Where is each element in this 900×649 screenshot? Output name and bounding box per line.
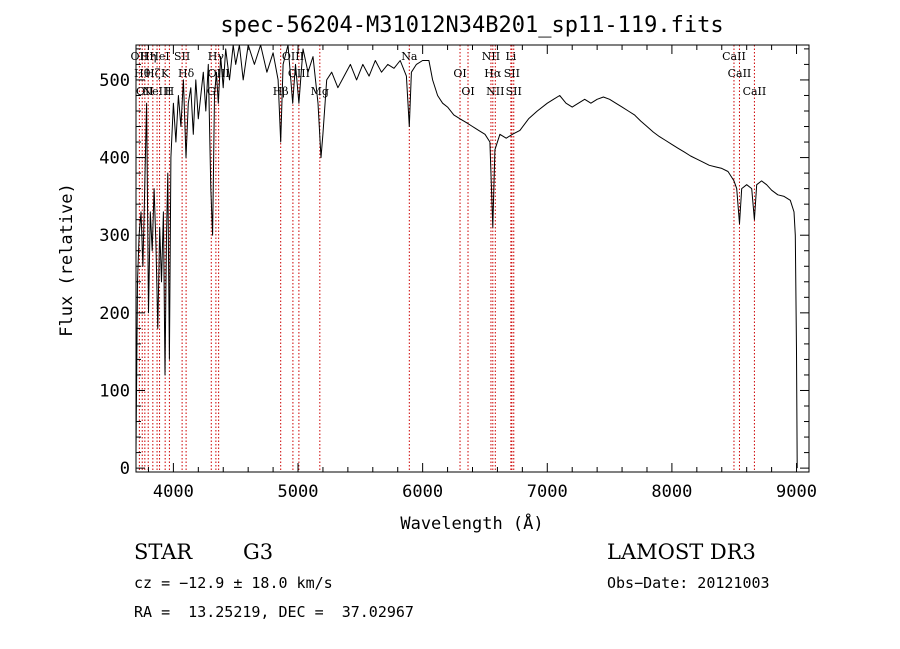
line-marker-label: OIII — [288, 67, 310, 80]
line-marker-label: SII — [506, 85, 522, 98]
plot-frame — [135, 44, 810, 473]
coordinates: RA = 13.25219, DEC = 37.02967 — [134, 603, 414, 621]
line-marker-label: H — [165, 85, 175, 98]
y-tick-label: 500 — [99, 71, 130, 91]
y-axis-label: Flux (relative) — [57, 183, 77, 337]
line-marker-label: Hγ — [208, 50, 225, 63]
line-marker-label: NeIII — [142, 85, 171, 98]
spectrum-series — [136, 45, 798, 469]
line-marker-label: OII — [131, 50, 149, 63]
x-tick-label: 4000 — [153, 482, 194, 502]
line-marker-label: NII — [482, 50, 500, 63]
line-marker-label: CaII — [743, 85, 767, 98]
spectrum-line — [136, 45, 798, 469]
line-marker-label: SII — [174, 50, 190, 63]
line-marker-label: OII — [136, 85, 154, 98]
x-axis-label: Wavelength (Å) — [400, 512, 543, 534]
line-marker-label: Na — [401, 50, 418, 63]
object-subclass: G3 — [243, 540, 274, 564]
line-marker-label: SII — [504, 67, 520, 80]
line-markers — [138, 45, 755, 472]
axes: 4000 5000 6000 7000 8000 9000 0 100 200 300 400 500 — [99, 44, 817, 502]
line-marker-label: CaII — [728, 67, 752, 80]
y-tick-label: 0 — [120, 459, 130, 479]
y-tick-label: 400 — [99, 149, 130, 169]
line-marker-label: Hθ — [134, 67, 151, 80]
x-tick-label: 6000 — [402, 482, 443, 502]
x-tick-label: 7000 — [527, 482, 568, 502]
y-tick-label: 200 — [99, 304, 130, 324]
chart-title: spec-56204-M31012N34B201_sp11-119.fits — [220, 13, 723, 38]
line-marker-label: Li — [505, 50, 516, 63]
line-marker-label: G — [207, 85, 216, 98]
line-marker-label: CaII — [722, 50, 746, 63]
line-marker-label: HeI — [149, 50, 169, 63]
line-marker-label: OI — [461, 85, 474, 98]
survey-name: LAMOST DR3 — [607, 540, 756, 564]
line-marker-label: Hζ — [145, 67, 161, 80]
line-marker-labels: OIIHθOIIHηHζNeIIIHeIKHSIIHδGHγOIIIHβOIII… — [131, 50, 767, 98]
x-tick-label: 5000 — [278, 482, 319, 502]
line-marker-label: Hα — [484, 67, 502, 80]
line-marker-label: Mg — [311, 85, 329, 98]
line-marker-label: K — [161, 67, 170, 80]
x-tick-label: 8000 — [651, 482, 692, 502]
line-marker-label: NII — [486, 85, 504, 98]
x-tick-label: 9000 — [776, 482, 817, 502]
line-marker-label: OI — [453, 67, 466, 80]
line-marker-label: OIII — [208, 67, 230, 80]
line-marker-label: Hη — [140, 50, 156, 63]
redshift-velocity: cz = −12.9 ± 18.0 km/s — [134, 574, 333, 592]
line-marker-label: Hβ — [273, 85, 289, 98]
observation-date: Obs−Date: 20121003 — [607, 574, 770, 592]
y-tick-label: 300 — [99, 226, 130, 246]
line-marker-label: Hδ — [178, 67, 195, 80]
y-tick-label: 100 — [99, 381, 130, 401]
object-class: STAR — [134, 540, 193, 564]
